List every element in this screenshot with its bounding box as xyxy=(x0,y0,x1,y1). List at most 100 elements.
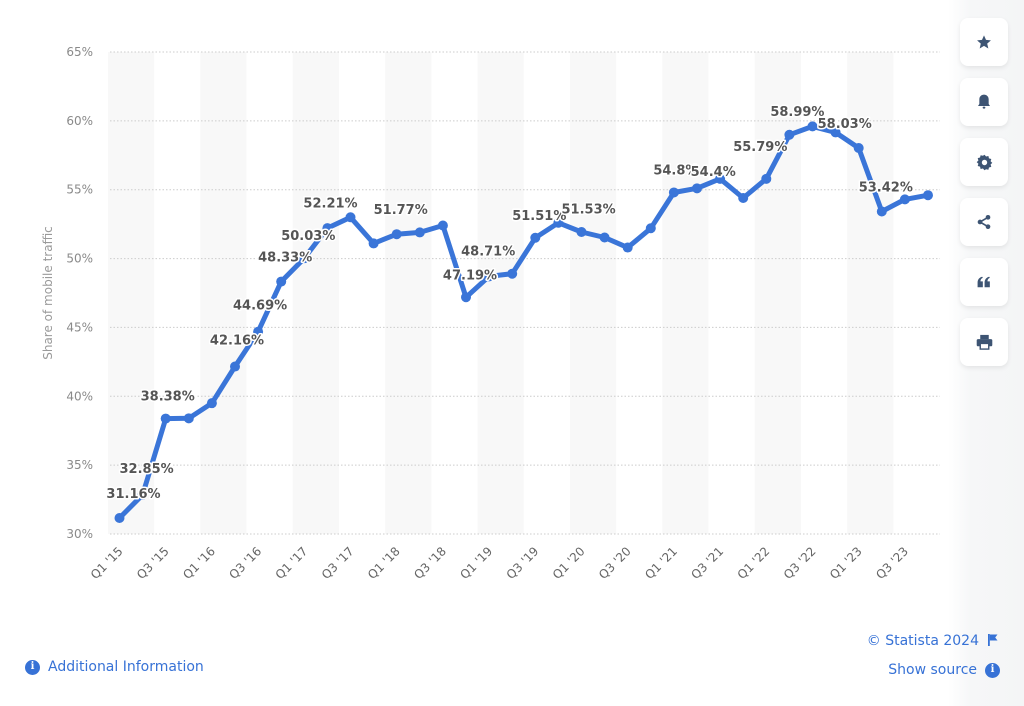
additional-information-link[interactable]: i Additional Information xyxy=(25,659,204,675)
settings-button[interactable] xyxy=(960,138,1008,186)
y-axis-label: Share of mobile traffic xyxy=(41,226,55,360)
cite-button[interactable] xyxy=(960,258,1008,306)
column-band xyxy=(847,52,894,534)
data-label: 31.16% xyxy=(106,487,160,502)
data-label: 38.38% xyxy=(141,390,195,405)
data-point[interactable] xyxy=(622,242,633,253)
data-point[interactable] xyxy=(391,229,402,240)
data-point[interactable] xyxy=(899,194,910,205)
data-label: 52.21% xyxy=(303,196,357,211)
data-label: 50.03% xyxy=(281,229,335,244)
data-labels: 31.16% 32.85% 38.38% 42.16% 44.69% 48.33% 50.0… xyxy=(105,103,914,503)
data-point[interactable] xyxy=(807,121,818,132)
data-point[interactable] xyxy=(206,398,217,409)
info-icon: i xyxy=(25,659,40,675)
x-tick-label: Q1 '23 xyxy=(827,544,865,582)
gear-icon xyxy=(976,154,993,171)
x-tick-label: Q1 '15 xyxy=(88,544,126,582)
x-tick-label: Q1 '18 xyxy=(365,544,403,582)
data-point[interactable] xyxy=(876,206,887,217)
x-tick-label: Q1 '19 xyxy=(457,544,495,582)
data-point[interactable] xyxy=(599,232,610,243)
x-tick-label: Q1 '16 xyxy=(180,544,218,582)
x-tick-label: Q1 '22 xyxy=(735,544,773,582)
y-tick-label: 65% xyxy=(66,45,93,59)
data-point[interactable] xyxy=(230,361,240,372)
data-point[interactable] xyxy=(183,413,194,424)
x-tick-label: Q3 '20 xyxy=(596,544,634,582)
data-point[interactable] xyxy=(322,223,333,234)
data-point[interactable] xyxy=(414,227,425,238)
additional-information-label: Additional Information xyxy=(48,659,204,675)
data-point[interactable] xyxy=(299,253,310,264)
flag-icon[interactable] xyxy=(988,631,998,650)
notification-button[interactable] xyxy=(960,78,1008,126)
data-label: 54.8% xyxy=(653,163,698,178)
data-point[interactable] xyxy=(345,212,356,223)
column-band xyxy=(754,52,801,534)
data-point[interactable] xyxy=(738,192,749,203)
data-point[interactable] xyxy=(830,127,841,138)
data-point[interactable] xyxy=(761,173,772,184)
data-point[interactable] xyxy=(368,238,379,249)
x-tick-label: Q3 '21 xyxy=(688,544,726,582)
y-tick-label: 35% xyxy=(66,458,93,472)
x-tick-label: Q3 '16 xyxy=(226,544,264,582)
column-band xyxy=(200,52,247,534)
y-tick-label: 45% xyxy=(66,320,93,334)
x-tick-label: Q3 '18 xyxy=(411,544,449,582)
data-point[interactable] xyxy=(507,268,518,279)
x-axis-ticks: Q1 '15 Q3 '15 Q1 '16 Q3 '16 Q1 '17 Q3 '17 Q1 '… xyxy=(88,544,911,582)
data-point[interactable] xyxy=(923,190,933,201)
data-label: 51.51% xyxy=(512,209,566,224)
data-label: 42.16% xyxy=(210,334,264,349)
data-point[interactable] xyxy=(576,226,587,237)
share-button[interactable] xyxy=(960,198,1008,246)
show-source-label: Show source xyxy=(888,662,977,678)
alternating-column-bands xyxy=(107,52,894,534)
y-tick-label: 55% xyxy=(66,183,93,197)
data-point[interactable] xyxy=(461,292,471,303)
column-band xyxy=(569,52,617,534)
y-tick-label: 40% xyxy=(66,389,93,403)
copyright: © Statista 2024 xyxy=(867,631,998,650)
data-label: 53.42% xyxy=(859,180,913,195)
column-band xyxy=(292,52,339,534)
data-label: 58.03% xyxy=(818,117,872,132)
data-label: 48.33% xyxy=(258,251,312,266)
data-point[interactable] xyxy=(553,217,564,228)
data-point[interactable] xyxy=(437,220,448,231)
data-point[interactable] xyxy=(530,232,541,243)
data-point[interactable] xyxy=(668,187,679,198)
data-point[interactable] xyxy=(853,142,864,153)
data-label: 47.19% xyxy=(443,268,497,283)
data-point[interactable] xyxy=(276,276,287,287)
data-label: 44.69% xyxy=(233,299,287,314)
print-button[interactable] xyxy=(960,318,1008,366)
data-label: 58.99% xyxy=(770,105,824,120)
x-tick-label: Q1 '20 xyxy=(550,544,588,582)
data-point[interactable] xyxy=(137,489,148,500)
data-point[interactable] xyxy=(253,326,264,337)
column-band xyxy=(477,52,524,534)
x-tick-label: Q3 '17 xyxy=(319,544,357,582)
data-point[interactable] xyxy=(484,271,495,282)
quote-icon xyxy=(977,276,991,288)
y-tick-label: 50% xyxy=(66,252,93,266)
data-point[interactable] xyxy=(715,173,726,184)
data-point[interactable] xyxy=(645,223,656,234)
data-point[interactable] xyxy=(692,183,702,194)
data-point[interactable] xyxy=(160,413,171,424)
x-tick-label: Q3 '15 xyxy=(134,544,172,582)
data-point[interactable] xyxy=(114,513,125,524)
data-label: 55.79% xyxy=(733,140,787,155)
data-label: 54.4% xyxy=(691,165,736,180)
data-point[interactable] xyxy=(784,129,795,140)
x-tick-label: Q1 '17 xyxy=(273,544,311,582)
y-tick-label: 30% xyxy=(66,527,93,541)
data-label: 51.77% xyxy=(374,203,428,218)
show-source-link[interactable]: Show source i xyxy=(888,662,1000,678)
favorite-button[interactable] xyxy=(960,18,1008,66)
copyright-label[interactable]: © Statista 2024 xyxy=(866,632,979,649)
